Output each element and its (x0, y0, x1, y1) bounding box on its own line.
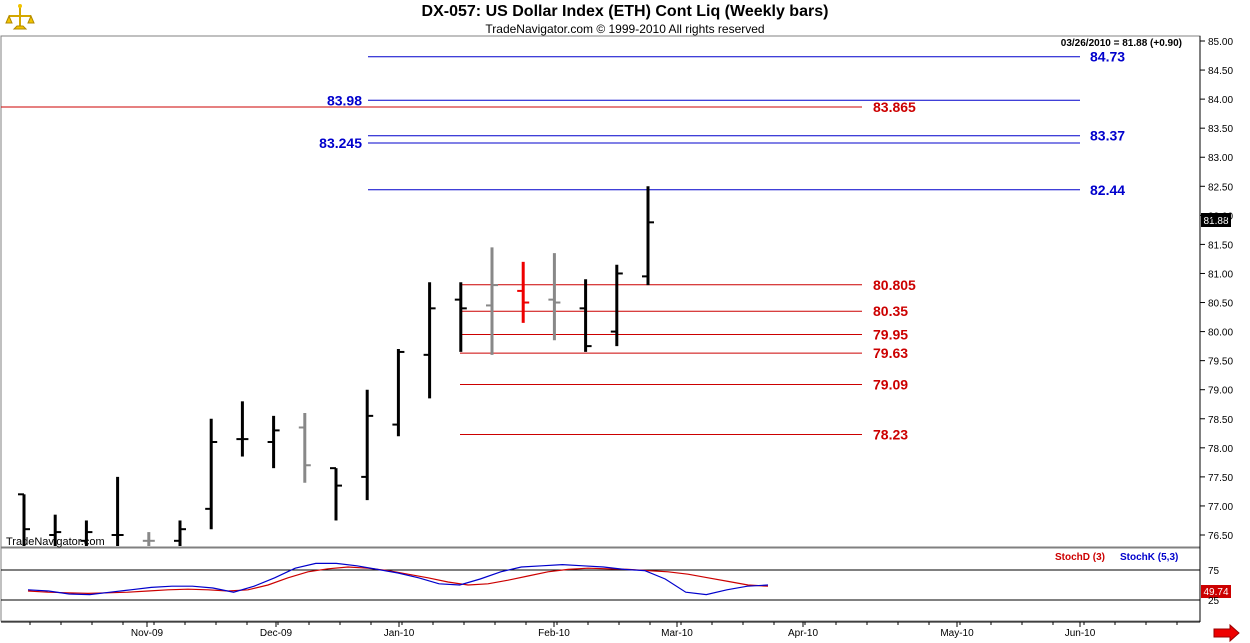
price-tick-label: 83.00 (1208, 153, 1233, 164)
level-label: 79.63 (873, 345, 908, 361)
price-tick-label: 85.00 (1208, 37, 1233, 48)
time-tick-label: Nov-09 (131, 628, 164, 639)
price-tick-label: 77.50 (1208, 473, 1233, 484)
price-panel-frame (0, 35, 1201, 548)
time-tick-label: Feb-10 (538, 628, 570, 639)
level-label: 79.95 (873, 326, 908, 342)
price-tick-label: 81.00 (1208, 269, 1233, 280)
price-tick-label: 78.50 (1208, 415, 1233, 426)
last-quote: 03/26/2010 = 81.88 (+0.90) (1061, 38, 1182, 49)
level-label: 78.23 (873, 426, 908, 442)
indicator-panel-frame (0, 547, 1201, 622)
last-price-marker-box (1201, 213, 1231, 227)
copyright-subtitle: TradeNavigator.com © 1999-2010 All right… (485, 22, 765, 36)
price-tick-label: 79.50 (1208, 357, 1233, 368)
price-tick-label: 82.50 (1208, 182, 1233, 193)
price-tick-label: 80.50 (1208, 299, 1233, 310)
time-tick-label: Mar-10 (661, 628, 693, 639)
indicator-tick-label: 25 (1208, 596, 1220, 607)
stoch-series-line (27, 562, 769, 596)
app-logo (4, 2, 36, 34)
legend-stochk: StochK (5,3) (1120, 552, 1178, 563)
level-label: 79.09 (873, 376, 908, 392)
level-label: 82.44 (1090, 182, 1125, 198)
price-tick-label: 81.50 (1208, 240, 1233, 251)
price-tick-label: 84.50 (1208, 66, 1233, 77)
indicator-tick-label: 75 (1208, 566, 1220, 577)
indicator-last-value: 49.74 (1203, 587, 1228, 598)
level-label: 80.805 (873, 277, 916, 293)
level-label: 83.245 (319, 135, 362, 151)
price-tick-label: 83.50 (1208, 124, 1233, 135)
price-tick-label: 79.00 (1208, 386, 1233, 397)
legend-stochd: StochD (3) (1055, 552, 1105, 563)
price-tick-label: 77.00 (1208, 502, 1233, 513)
chart-title: DX-057: US Dollar Index (ETH) Cont Liq (… (421, 3, 829, 20)
level-label: 80.35 (873, 303, 908, 319)
level-label: 83.98 (327, 92, 362, 108)
price-tick-label: 76.50 (1208, 531, 1233, 542)
price-tick-label: 84.00 (1208, 95, 1233, 106)
indicator-last-value-box (1201, 585, 1231, 598)
level-label: 84.73 (1090, 49, 1125, 65)
level-label: 83.37 (1090, 128, 1125, 144)
price-tick-label: 82.00 (1208, 211, 1233, 222)
last-price-marker: 81.88 (1203, 216, 1228, 227)
level-label: 83.865 (873, 99, 916, 115)
price-tick-label: 78.00 (1208, 444, 1233, 455)
time-tick-label: Apr-10 (788, 628, 818, 639)
time-tick-label: Jun-10 (1065, 628, 1096, 639)
scroll-right-arrow-icon[interactable] (1213, 623, 1240, 643)
price-tick-label: 80.00 (1208, 328, 1233, 339)
time-tick-label: Dec-09 (260, 628, 293, 639)
time-tick-label: May-10 (940, 628, 974, 639)
time-tick-label: Jan-10 (384, 628, 415, 639)
